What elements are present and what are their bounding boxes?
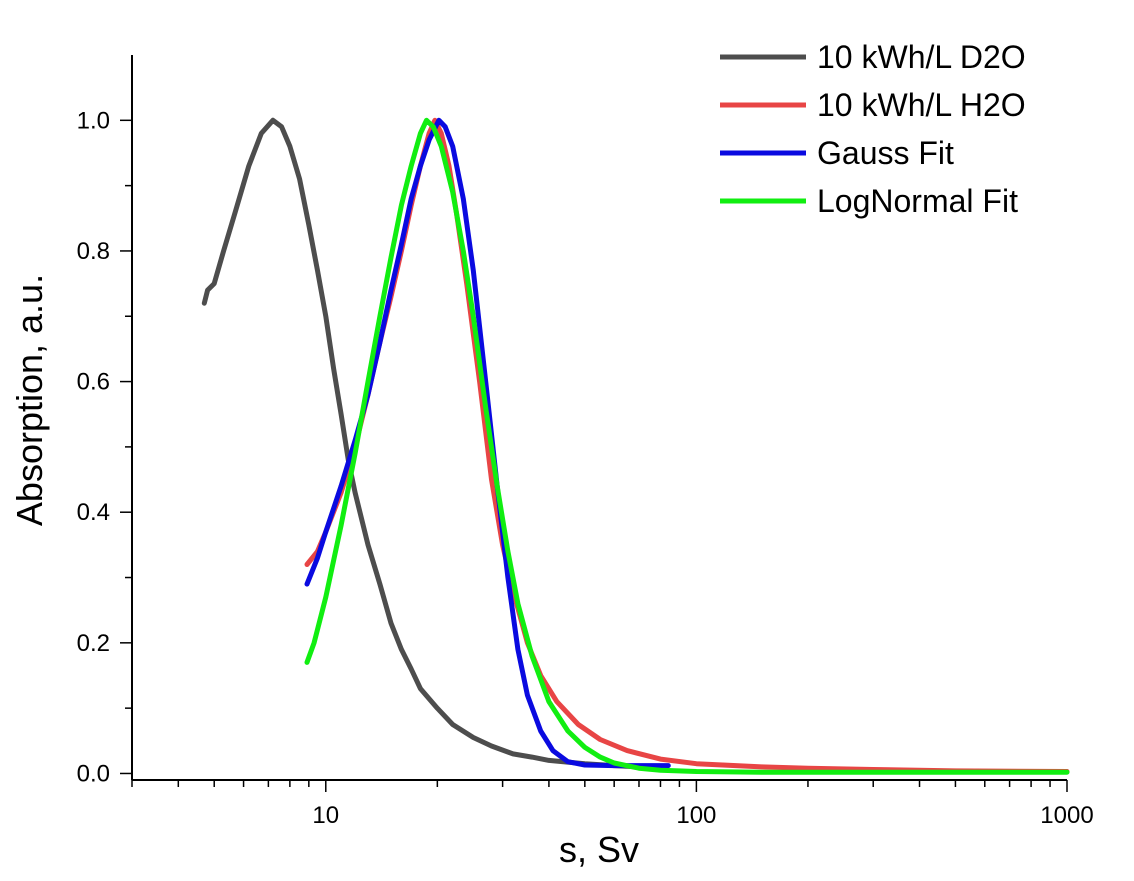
axes: 10 100 1000 0.0 0.2 0.4 0.6 0.8 1.0 — [77, 55, 1094, 829]
legend: 10 kWh/L D2O 10 kWh/L H2O Gauss Fit LogNorm… — [720, 39, 1026, 219]
y-ticks: 0.0 0.2 0.4 0.6 0.8 1.0 — [77, 107, 132, 787]
x-tick-label: 100 — [676, 802, 716, 829]
legend-label: Gauss Fit — [817, 135, 954, 171]
y-tick-label: 0.4 — [77, 499, 110, 526]
series-line-1 — [201, 117, 663, 770]
y-tick-label: 1.0 — [77, 107, 110, 134]
y-tick-label: 0.2 — [77, 630, 110, 657]
y-tick-label: 0.0 — [77, 760, 110, 787]
series-line-4 — [304, 117, 1070, 775]
y-tick-label: 0.6 — [77, 369, 110, 396]
x-ticks: 10 100 1000 — [131, 780, 1094, 829]
x-tick-label: 10 — [312, 802, 339, 829]
legend-label: LogNormal Fit — [817, 183, 1018, 219]
y-tick-label: 0.8 — [77, 238, 110, 265]
plot-area — [201, 117, 1070, 775]
x-tick-label: 1000 — [1040, 802, 1093, 829]
y-axis-title: Absorption, a.u. — [9, 274, 50, 526]
x-axis-title: s, Sv — [559, 829, 639, 870]
legend-label: 10 kWh/L D2O — [817, 39, 1026, 75]
legend-label: 10 kWh/L H2O — [817, 87, 1026, 123]
